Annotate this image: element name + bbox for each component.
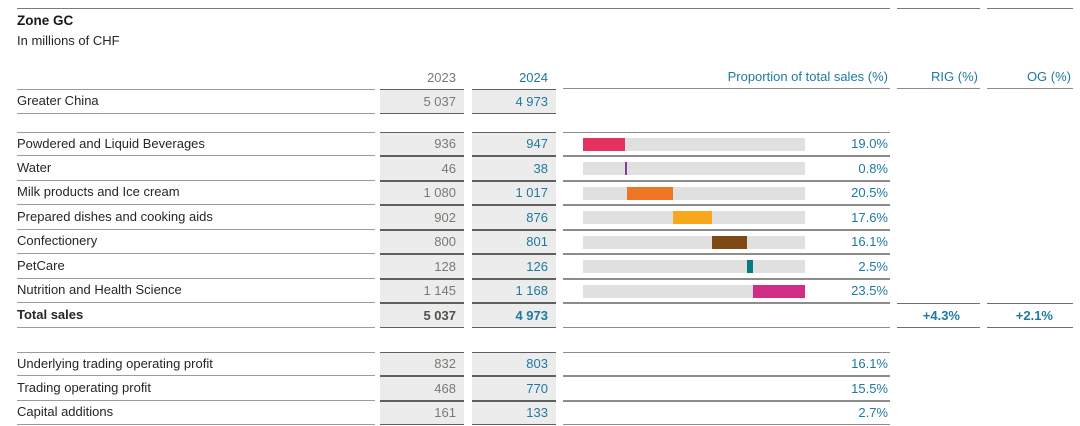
row-label: Prepared dishes and cooking aids (17, 205, 375, 230)
value-2024: 947 (472, 131, 556, 156)
proportion-cell: 19.0% (563, 131, 890, 156)
proportion-value: 2.5% (858, 258, 888, 274)
row-label: Confectionery (17, 230, 375, 254)
total-value-2024: 4 973 (472, 303, 556, 328)
total-sales-label: Total sales (17, 303, 375, 328)
row-label: Capital additions (17, 401, 375, 425)
proportion-cell: 0.8% (563, 156, 890, 181)
value-2024: 876 (472, 205, 556, 230)
bar-track (583, 211, 805, 224)
bar-segment (672, 211, 712, 224)
col-header-2023: 2023 (427, 70, 456, 85)
bar-segment (747, 260, 753, 273)
value-2024: 126 (472, 254, 556, 279)
col-header-2024: 2024 (519, 70, 548, 85)
value-2023: 936 (380, 131, 464, 156)
proportion-cell: 20.5% (563, 180, 890, 205)
proportion-value: 16.1% (851, 234, 888, 250)
value-2023: 902 (380, 205, 464, 230)
bar-segment (752, 284, 805, 298)
value-2024: 770 (472, 376, 556, 401)
row-label: Greater China (17, 89, 375, 114)
col-header-proportion: Proportion of total sales (%) (563, 65, 890, 89)
row-label: Water (17, 156, 375, 181)
value-2024: 801 (472, 229, 556, 254)
value-2024: 803 (472, 351, 556, 376)
col-header-rig: RIG (%) (897, 65, 980, 89)
value-2023: 46 (380, 156, 464, 181)
row-label: Milk products and Ice cream (17, 181, 375, 205)
value-2023: 468 (380, 376, 464, 401)
proportion-cell: 16.1% (563, 229, 890, 254)
proportion-cell: 15.5% (563, 376, 890, 401)
bar-track (583, 260, 805, 273)
value-2023: 1 145 (380, 278, 464, 303)
rig-value: +4.3% (897, 303, 980, 328)
total-proportion-cell (563, 303, 890, 328)
row-label: Nutrition and Health Science (17, 279, 375, 303)
value-2023: 128 (380, 254, 464, 279)
proportion-value: 17.6% (851, 209, 888, 225)
row-label: Powdered and Liquid Beverages (17, 131, 375, 156)
value-2023: 800 (380, 229, 464, 254)
value-2024: 1 017 (472, 180, 556, 205)
value-2023: 161 (380, 400, 464, 425)
bar-segment (627, 186, 673, 200)
row-label: PetCare (17, 254, 375, 279)
bar-track (583, 186, 805, 200)
value-2024: 38 (472, 156, 556, 181)
proportion-cell: 16.1% (563, 351, 890, 376)
bar-track (583, 137, 805, 151)
value-2024: 133 (472, 400, 556, 425)
value-2023: 5 037 (380, 89, 464, 114)
total-value-2023: 5 037 (380, 303, 464, 328)
column-header-row: 2023 2024 Proportion of total sales (%) … (17, 65, 1073, 89)
value-2024: 1 168 (472, 278, 556, 303)
col-header-og: OG (%) (987, 65, 1073, 89)
bar-segment (583, 137, 626, 151)
bar-segment (625, 162, 628, 175)
proportion-value: 19.0% (851, 136, 888, 152)
value-2023: 1 080 (380, 180, 464, 205)
value-2023: 832 (380, 351, 464, 376)
page-title: Zone GC (17, 13, 74, 28)
greater-china-row: Greater China 5 037 4 973 (17, 89, 1073, 114)
proportion-cell: 2.5% (563, 254, 890, 279)
bar-segment (711, 235, 748, 249)
value-2024: 4 973 (472, 89, 556, 114)
proportion-value: 16.1% (851, 356, 888, 372)
proportion-value: 2.7% (858, 405, 888, 421)
proportion-value: 20.5% (851, 185, 888, 201)
profit-table: Underlying trading operating profit 832 … (17, 351, 1073, 425)
category-table: Powdered and Liquid Beverages 936 947 19… (17, 131, 1073, 328)
proportion-cell: 23.5% (563, 278, 890, 303)
bar-track (583, 235, 805, 249)
proportion-cell: 17.6% (563, 205, 890, 230)
row-label: Trading operating profit (17, 376, 375, 401)
og-value: +2.1% (987, 303, 1073, 328)
bar-track (583, 162, 805, 175)
top-rule (17, 8, 1073, 9)
proportion-value: 0.8% (858, 160, 888, 176)
unit-note: In millions of CHF (17, 33, 120, 48)
proportion-cell: 2.7% (563, 400, 890, 425)
row-label: Underlying trading operating profit (17, 351, 375, 376)
proportion-value: 15.5% (851, 380, 888, 396)
bar-track (583, 284, 805, 298)
proportion-value: 23.5% (851, 283, 888, 299)
